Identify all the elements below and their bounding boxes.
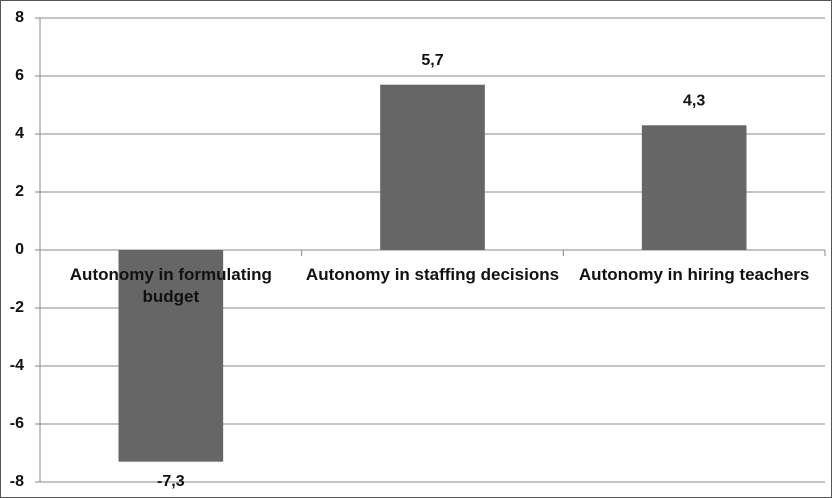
y-tick-label: 2 xyxy=(15,183,24,200)
bar xyxy=(641,125,747,250)
y-tick-label: -8 xyxy=(10,473,24,490)
y-tick-label: 8 xyxy=(15,9,24,26)
y-tick-label: -6 xyxy=(10,415,24,432)
value-label: -7,3 xyxy=(157,473,185,490)
value-label: 5,7 xyxy=(421,52,443,69)
x-tick-label-box: Autonomy in staffing decisions xyxy=(305,265,560,284)
y-tick-label: 6 xyxy=(15,67,24,84)
x-tick-label: Autonomy in staffing decisions xyxy=(305,265,560,284)
x-tick-label: Autonomy in formulating budget xyxy=(69,265,272,306)
y-tick-label: 4 xyxy=(15,125,24,142)
y-tick-label: -4 xyxy=(10,357,24,374)
x-tick-label-box: Autonomy in formulating budget xyxy=(69,265,272,306)
bar xyxy=(118,250,224,462)
value-label: 4,3 xyxy=(683,93,705,110)
y-tick-label: -2 xyxy=(10,299,24,316)
bar xyxy=(380,84,485,250)
y-tick-label: 0 xyxy=(15,241,24,258)
x-tick-label-box: Autonomy in hiring teachers xyxy=(578,265,810,284)
x-tick-label: Autonomy in hiring teachers xyxy=(578,265,810,284)
